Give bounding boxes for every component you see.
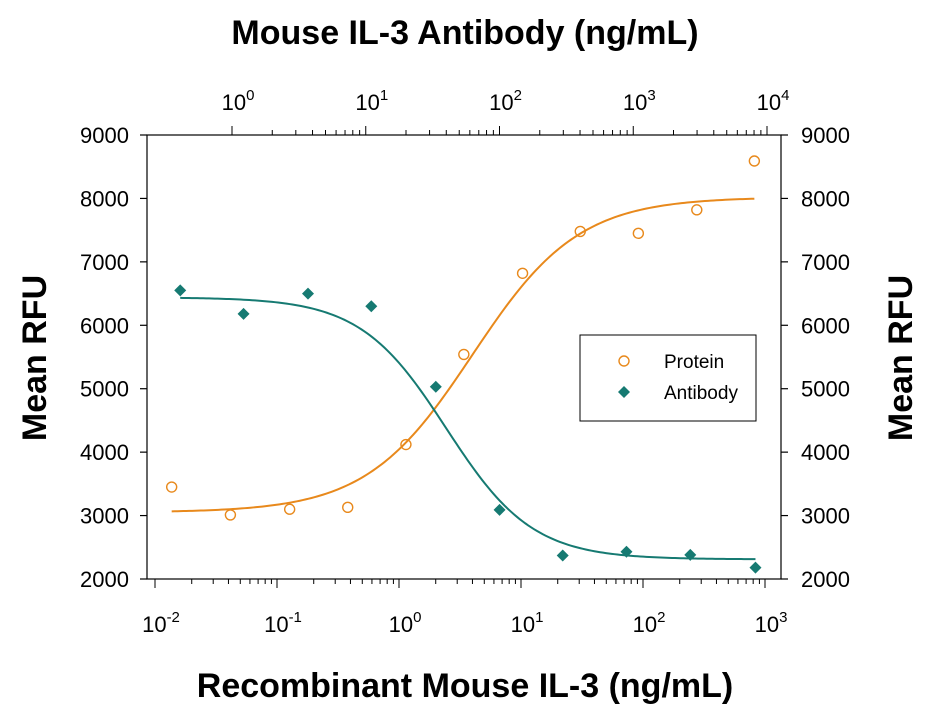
fit-curve-protein <box>171 197 755 513</box>
data-point-protein <box>400 438 412 451</box>
data-point-antibody <box>684 548 697 561</box>
data-point-antibody <box>749 561 762 574</box>
y-tick-label-left: 6000 <box>80 313 129 338</box>
data-point-antibody <box>620 545 633 558</box>
legend-box <box>579 334 757 422</box>
data-point-antibody <box>556 549 569 562</box>
legend: Protein Antibody <box>579 334 757 422</box>
x2-tick-label: 102 <box>489 87 522 115</box>
chart-title: Mouse IL-3 Antibody (ng/mL) <box>231 14 698 52</box>
data-points <box>165 155 762 574</box>
x2-tick-label: 103 <box>623 87 656 115</box>
data-point-protein <box>283 503 296 515</box>
y-tick-label-right: 3000 <box>801 504 850 529</box>
data-point-antibody <box>174 284 187 297</box>
y-tick-label-right: 4000 <box>801 440 850 465</box>
plot-frame <box>146 134 782 580</box>
data-point-protein <box>632 227 645 240</box>
y-tick-label-right: 7000 <box>801 250 850 275</box>
x2-tick-label: 104 <box>757 87 790 115</box>
x2-tick-label: 101 <box>355 87 388 115</box>
data-point-antibody <box>365 300 378 313</box>
x2-tick-label: 100 <box>222 87 255 115</box>
y-tick-label-right: 9000 <box>801 123 850 148</box>
data-point-protein <box>516 267 529 279</box>
x-tick-label: 10-1 <box>264 609 302 637</box>
y-tick-label-left: 3000 <box>80 504 129 529</box>
fit-curve-antibody <box>180 296 756 561</box>
y-axis-label-right: Mean RFU <box>882 275 920 441</box>
y-axis-label-left: Mean RFU <box>16 275 54 441</box>
y-tick-label-left: 2000 <box>80 567 129 592</box>
y-tick-label-left: 7000 <box>80 250 129 275</box>
data-point-protein <box>224 509 237 521</box>
data-point-protein <box>574 225 586 238</box>
data-point-protein <box>165 481 178 493</box>
y-tick-label-right: 5000 <box>801 377 850 402</box>
y-tick-label-left: 8000 <box>80 186 129 211</box>
data-point-protein <box>458 348 470 361</box>
legend-label-antibody: Antibody <box>664 383 738 404</box>
legend-marker-protein <box>618 355 630 367</box>
tick-labels: 2000 2000 3000 3000 4000 4000 5000 5000 6000 6000… <box>80 87 850 637</box>
y-tick-label-left: 4000 <box>80 440 129 465</box>
x-tick-label: 103 <box>755 609 788 637</box>
y-tick-label-right: 8000 <box>801 186 850 211</box>
data-point-antibody <box>493 503 506 516</box>
data-point-antibody <box>301 287 314 300</box>
data-point-protein <box>748 155 761 167</box>
x-tick-label: 101 <box>511 609 544 637</box>
legend-label-protein: Protein <box>664 352 724 373</box>
axis-ticks <box>140 126 788 588</box>
x-tick-label: 100 <box>389 609 422 637</box>
data-point-antibody <box>237 307 250 320</box>
legend-marker-antibody <box>618 386 630 398</box>
y-tick-label-right: 2000 <box>801 567 850 592</box>
data-point-antibody <box>429 380 442 393</box>
x-axis-label: Recombinant Mouse IL-3 (ng/mL) <box>197 667 733 705</box>
y-tick-label-right: 6000 <box>801 313 850 338</box>
y-tick-label-left: 5000 <box>80 377 129 402</box>
x-tick-label: 102 <box>633 609 666 637</box>
fit-curves <box>171 197 756 561</box>
y-tick-label-left: 9000 <box>80 123 129 148</box>
data-point-protein <box>691 204 703 216</box>
data-point-protein <box>342 501 354 514</box>
x-tick-label: 10-2 <box>142 609 180 637</box>
